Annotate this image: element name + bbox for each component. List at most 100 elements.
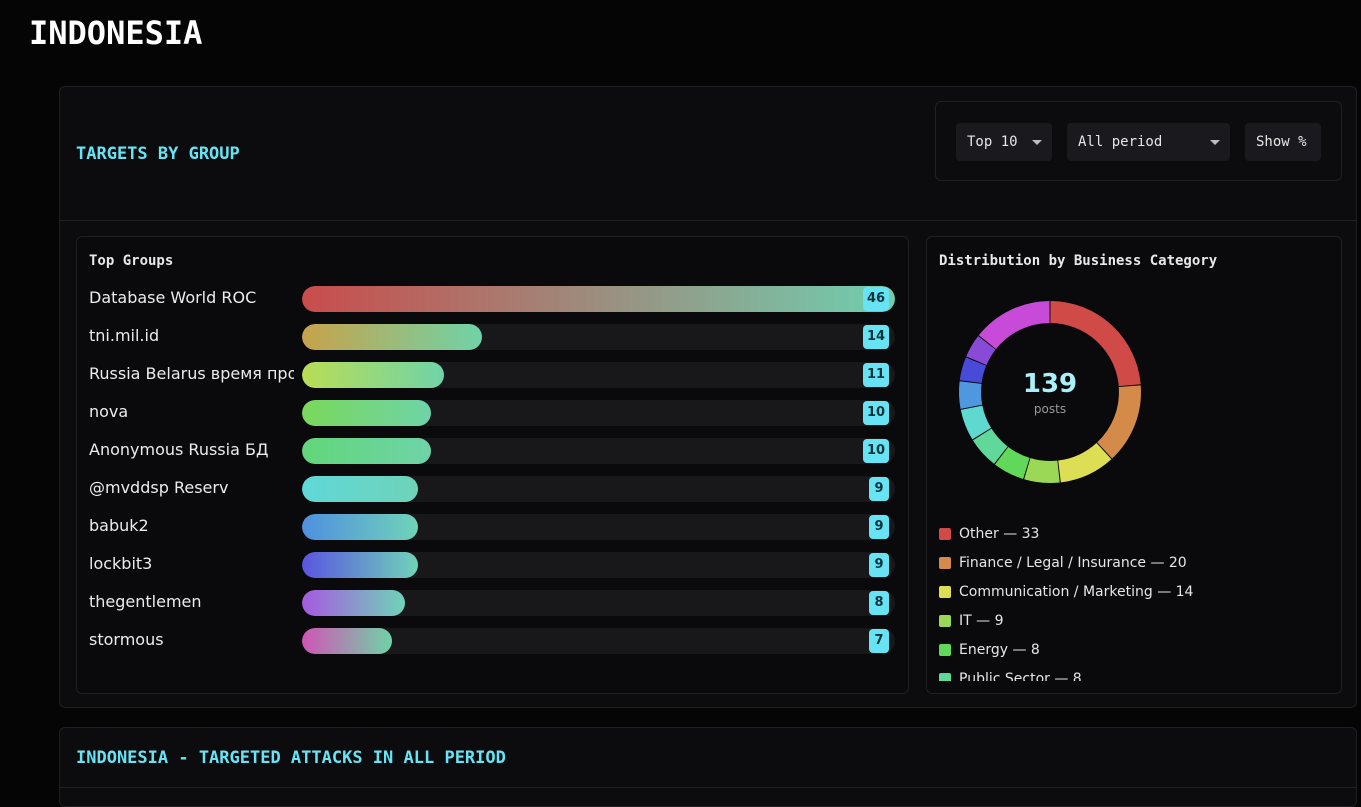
bar-value-badge: 9 [869, 553, 889, 577]
period-select[interactable]: All period [1067, 123, 1230, 161]
donut-slice[interactable] [966, 336, 996, 366]
bar-label: Database World ROC [89, 288, 257, 307]
bar-label: stormous [89, 630, 164, 649]
targets-by-group-panel: TARGETS BY GROUP Top 10 All period Show … [59, 86, 1357, 708]
donut-svg [959, 301, 1141, 483]
top-n-select[interactable]: Top 10 [956, 123, 1052, 161]
top-groups-title: Top Groups [89, 253, 174, 269]
bar-track [302, 628, 895, 654]
donut-slice[interactable] [1050, 301, 1141, 387]
bar-label: @mvddsp Reserv [89, 478, 229, 497]
bar-label: thegentlemen [89, 592, 202, 611]
bar-value-badge: 7 [869, 629, 889, 653]
bar-label: babuk2 [89, 516, 149, 535]
bar-label: Anonymous Russia БД [89, 440, 269, 459]
bar-row: tni.mil.id 14 [77, 317, 907, 355]
legend-label: Public Sector — 8 [959, 671, 1082, 681]
legend-item[interactable]: Public Sector — 8 [939, 666, 1329, 681]
bar-track [302, 590, 895, 616]
bar-row: Russia Belarus время пров 11 [77, 355, 907, 393]
distribution-card: Distribution by Business Category 139 po… [926, 236, 1342, 694]
bar-fill [302, 590, 405, 616]
section-title: TARGETS BY GROUP [76, 144, 240, 164]
legend-swatch [939, 557, 951, 569]
bar-label: Russia Belarus время пров [89, 364, 294, 383]
bar-value-badge: 14 [863, 325, 889, 349]
donut-slice[interactable] [1057, 442, 1112, 483]
bar-fill [302, 286, 895, 312]
show-percent-button[interactable]: Show % [1245, 123, 1321, 161]
legend-swatch [939, 528, 951, 540]
bar-value-badge: 9 [869, 477, 889, 501]
bar-track [302, 400, 895, 426]
bar-label: tni.mil.id [89, 326, 160, 345]
panel-header: TARGETS BY GROUP Top 10 All period Show … [60, 87, 1356, 221]
bar-label: nova [89, 402, 129, 421]
donut-slice[interactable] [960, 405, 992, 440]
bar-fill [302, 552, 418, 578]
bar-row: @mvddsp Reserv 9 [77, 469, 907, 507]
bar-fill [302, 628, 392, 654]
bar-row: lockbit3 9 [77, 545, 907, 583]
legend-item[interactable]: IT — 9 [939, 608, 1329, 637]
bar-value-badge: 46 [863, 287, 889, 311]
bar-value-badge: 11 [863, 363, 889, 387]
bar-fill [302, 476, 418, 502]
bar-fill [302, 514, 418, 540]
page-title: INDONESIA [29, 14, 203, 52]
bar-row: thegentlemen 8 [77, 583, 907, 621]
donut-chart: 139 posts [957, 299, 1143, 485]
legend-label: IT — 9 [959, 613, 1004, 629]
donut-slice[interactable] [1096, 385, 1141, 459]
divider [60, 787, 1356, 788]
legend-label: Finance / Legal / Insurance — 20 [959, 555, 1187, 571]
legend-swatch [939, 673, 951, 681]
donut-slice[interactable] [1024, 458, 1060, 483]
bar-label: lockbit3 [89, 554, 153, 573]
bar-value-badge: 10 [863, 401, 889, 425]
bar-track [302, 362, 895, 388]
donut-total: 139 [1022, 369, 1078, 399]
distribution-title: Distribution by Business Category [939, 253, 1218, 269]
legend-label: Other — 33 [959, 526, 1040, 542]
chevron-down-icon [1032, 140, 1042, 145]
top-groups-card: Top Groups Database World ROC 46 tni.mil.i… [76, 236, 909, 694]
donut-slice[interactable] [959, 381, 983, 409]
bar-row: Database World ROC 46 [77, 279, 907, 317]
donut-slice[interactable] [978, 301, 1051, 350]
bar-row: Anonymous Russia БД 10 [77, 431, 907, 469]
legend-item[interactable]: Communication / Marketing — 14 [939, 579, 1329, 608]
legend-label: Communication / Marketing — 14 [959, 584, 1194, 600]
bar-value-badge: 9 [869, 515, 889, 539]
legend-swatch [939, 586, 951, 598]
bar-fill [302, 362, 444, 388]
bar-row: stormous 7 [77, 621, 907, 659]
bar-value-badge: 10 [863, 439, 889, 463]
period-select-value: All period [1078, 134, 1163, 150]
legend-label: Energy — 8 [959, 642, 1040, 658]
legend-item[interactable]: Finance / Legal / Insurance — 20 [939, 550, 1329, 579]
donut-slice[interactable] [959, 357, 987, 384]
controls-group: Top 10 All period Show % [935, 101, 1342, 181]
bar-track [302, 438, 895, 464]
bar-track [302, 324, 895, 350]
legend-item[interactable]: Other — 33 [939, 521, 1329, 550]
legend-item[interactable]: Energy — 8 [939, 637, 1329, 666]
bar-value-badge: 8 [869, 591, 889, 615]
top-n-select-value: Top 10 [967, 134, 1018, 150]
bar-track [302, 552, 895, 578]
donut-slice[interactable] [972, 428, 1008, 464]
bar-fill [302, 324, 482, 350]
chevron-down-icon [1210, 140, 1220, 145]
bar-fill [302, 400, 431, 426]
donut-total-label: posts [1033, 402, 1067, 416]
targeted-attacks-panel: INDONESIA - TARGETED ATTACKS IN ALL PERI… [59, 727, 1357, 807]
bar-track [302, 286, 895, 312]
legend-swatch [939, 644, 951, 656]
legend-swatch [939, 615, 951, 627]
donut-slice[interactable] [994, 446, 1031, 479]
section2-title: INDONESIA - TARGETED ATTACKS IN ALL PERI… [76, 748, 506, 768]
bar-track [302, 476, 895, 502]
bar-row: babuk2 9 [77, 507, 907, 545]
donut-legend: Other — 33 Finance / Legal / Insurance — … [939, 521, 1329, 681]
